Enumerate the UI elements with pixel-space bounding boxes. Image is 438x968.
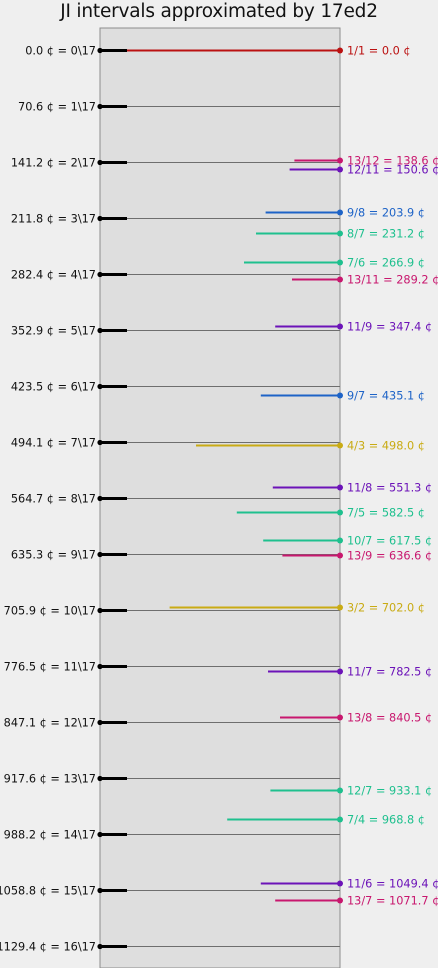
edo-step-label: 141.2 ¢ = 2\17 bbox=[11, 157, 96, 170]
ji-interval-dot bbox=[337, 276, 343, 283]
edo-step-dot bbox=[97, 607, 103, 614]
edo-step-dot bbox=[97, 271, 103, 278]
ji-interval-dot bbox=[337, 552, 343, 559]
edo-step-label: 211.8 ¢ = 3\17 bbox=[11, 213, 96, 226]
edo-step-dot bbox=[97, 103, 103, 110]
edo-step-label: 1129.4 ¢ = 16\17 bbox=[0, 941, 96, 954]
edo-step-dot bbox=[97, 495, 103, 502]
ji-interval-dot bbox=[337, 604, 343, 611]
ji-interval-dot bbox=[337, 392, 343, 399]
ji-interval-dot bbox=[337, 816, 343, 823]
ji-interval-dot bbox=[337, 668, 343, 675]
ji-interval-label: 4/3 = 498.0 ¢ bbox=[347, 440, 425, 453]
ji-interval-dot bbox=[337, 484, 343, 491]
edo-step-dot bbox=[97, 719, 103, 726]
edo-step-label: 1058.8 ¢ = 15\17 bbox=[0, 885, 96, 898]
edo-step-labels: 0.0 ¢ = 0\17 70.6 ¢ = 1\17 141.2 ¢ = 2\17 2… bbox=[0, 45, 96, 954]
edo-step-label: 917.6 ¢ = 13\17 bbox=[4, 773, 96, 786]
edo-step-label: 847.1 ¢ = 12\17 bbox=[4, 717, 96, 730]
edo-step-label: 0.0 ¢ = 0\17 bbox=[25, 45, 96, 58]
ji-interval-dot bbox=[337, 509, 343, 516]
edo-step-label: 70.6 ¢ = 1\17 bbox=[18, 101, 96, 114]
ji-interval-dot bbox=[337, 47, 343, 54]
ji-interval-label: 13/8 = 840.5 ¢ bbox=[347, 712, 432, 725]
ji-interval-dot bbox=[337, 157, 343, 164]
edo-step-dot bbox=[97, 383, 103, 390]
edo-step-label: 564.7 ¢ = 8\17 bbox=[11, 493, 96, 506]
ji-interval-dot bbox=[337, 714, 343, 721]
edo-step-dot bbox=[97, 551, 103, 558]
ji-interval-dot bbox=[337, 880, 343, 887]
edo-step-label: 494.1 ¢ = 7\17 bbox=[11, 437, 96, 450]
ji-interval-dot bbox=[337, 537, 343, 544]
edo-step-label: 423.5 ¢ = 6\17 bbox=[11, 381, 96, 394]
ji-interval-dot bbox=[337, 209, 343, 216]
edo-step-label: 352.9 ¢ = 5\17 bbox=[11, 325, 96, 338]
ji-interval-label: 1/1 = 0.0 ¢ bbox=[347, 45, 411, 58]
edo-step-label: 635.3 ¢ = 9\17 bbox=[11, 549, 96, 562]
edo-step-label: 705.9 ¢ = 10\17 bbox=[4, 605, 96, 618]
edo-step-dot bbox=[97, 47, 103, 54]
edo-step-dot bbox=[97, 663, 103, 670]
edo-step-dot bbox=[97, 439, 103, 446]
ji-interval-label: 3/2 = 702.0 ¢ bbox=[347, 602, 425, 615]
ji-interval-labels: 1/1 = 0.0 ¢ 13/12 = 138.6 ¢12/11 = 150.6 … bbox=[347, 45, 438, 908]
edo-gridlines bbox=[100, 50, 340, 947]
ji-interval-label: 10/7 = 617.5 ¢ bbox=[347, 535, 432, 548]
ji-interval-label: 9/8 = 203.9 ¢ bbox=[347, 207, 425, 220]
ji-interval-dot bbox=[337, 442, 343, 449]
ji-interval-label: 13/7 = 1071.7 ¢ bbox=[347, 895, 438, 908]
ji-interval-label: 7/4 = 968.8 ¢ bbox=[347, 814, 425, 827]
edo-step-label: 282.4 ¢ = 4\17 bbox=[11, 269, 96, 282]
ji-interval-label: 12/7 = 933.1 ¢ bbox=[347, 785, 432, 798]
ji-interval-dot bbox=[337, 230, 343, 237]
edo-step-dot bbox=[97, 887, 103, 894]
ji-interval-label: 11/6 = 1049.4 ¢ bbox=[347, 878, 438, 891]
edo-step-ticks bbox=[97, 47, 127, 950]
ji-interval-label: 12/11 = 150.6 ¢ bbox=[347, 164, 438, 177]
edo-step-dot bbox=[97, 327, 103, 334]
ji-interval-dot bbox=[337, 323, 343, 330]
ji-interval-dot bbox=[337, 787, 343, 794]
edo-step-dot bbox=[97, 943, 103, 950]
edo-step-dot bbox=[97, 775, 103, 782]
ji-interval-label: 11/7 = 782.5 ¢ bbox=[347, 666, 432, 679]
ji-interval-label: 7/5 = 582.5 ¢ bbox=[347, 507, 425, 520]
ji-interval-dot bbox=[337, 259, 343, 266]
ji-interval-label: 8/7 = 231.2 ¢ bbox=[347, 228, 425, 241]
ji-interval-label: 9/7 = 435.1 ¢ bbox=[347, 390, 425, 403]
ji-interval-label: 11/8 = 551.3 ¢ bbox=[347, 482, 432, 495]
edo-step-label: 988.2 ¢ = 14\17 bbox=[4, 829, 96, 842]
ji-interval-label: 13/9 = 636.6 ¢ bbox=[347, 550, 432, 563]
ji-interval-lines bbox=[100, 47, 343, 904]
ji-interval-dot bbox=[337, 897, 343, 904]
ji-interval-label: 11/9 = 347.4 ¢ bbox=[347, 321, 432, 334]
ji-interval-label: 13/11 = 289.2 ¢ bbox=[347, 274, 438, 287]
ji-interval-dot bbox=[337, 166, 343, 173]
diagram-title: JI intervals approximated by 17ed2 bbox=[60, 1, 378, 22]
edo-step-label: 776.5 ¢ = 11\17 bbox=[4, 661, 96, 674]
ji-interval-label: 13/12 = 138.6 ¢ bbox=[347, 155, 438, 168]
edo-step-dot bbox=[97, 215, 103, 222]
ji-interval-label: 7/6 = 266.9 ¢ bbox=[347, 257, 425, 270]
edo-step-dot bbox=[97, 159, 103, 166]
edo-step-dot bbox=[97, 831, 103, 838]
